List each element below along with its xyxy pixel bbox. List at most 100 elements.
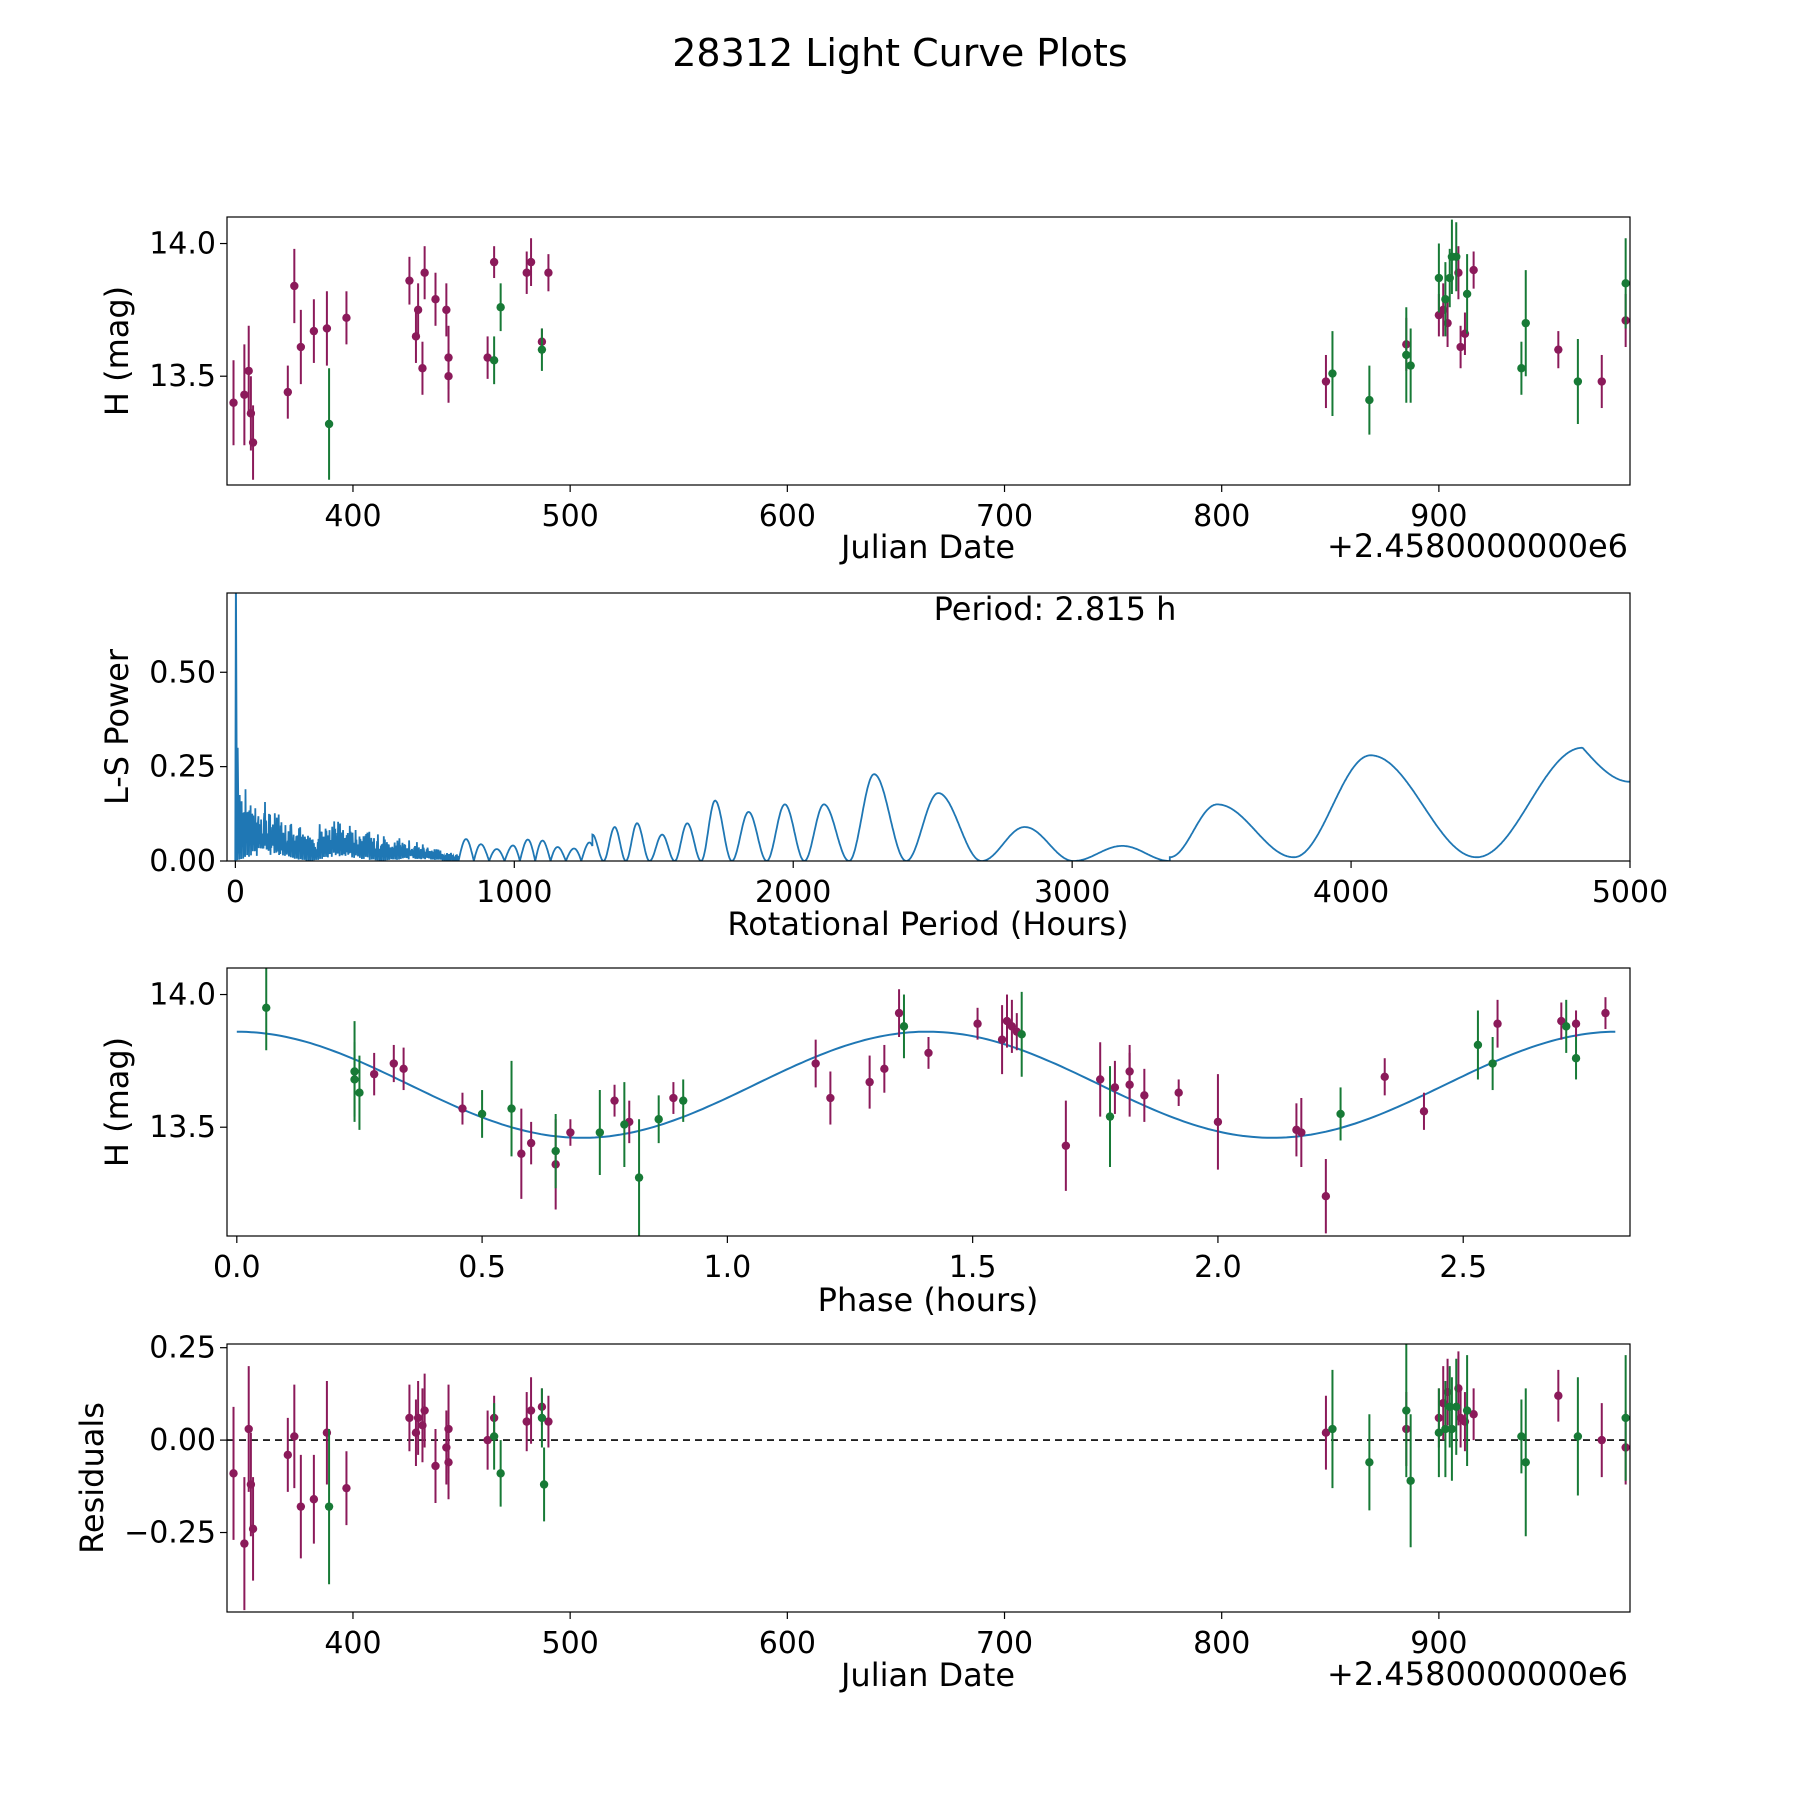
data-point	[1328, 1424, 1337, 1434]
data-point	[458, 1104, 467, 1113]
y-tick-label: 14.0	[149, 227, 216, 262]
phased-y-label: H (mag)	[98, 1037, 136, 1167]
data-point	[1406, 361, 1415, 370]
data-point	[405, 1413, 414, 1423]
data-point	[350, 1075, 359, 1084]
data-point	[1456, 342, 1465, 352]
data-point	[1336, 1109, 1345, 1119]
data-point	[1213, 1117, 1223, 1127]
data-point	[1365, 1458, 1374, 1467]
data-point	[526, 1406, 536, 1415]
data-point	[1488, 1059, 1497, 1068]
x-tick-label: 3000	[1034, 875, 1110, 910]
lightcurve-y-label: H (mag)	[98, 286, 136, 416]
data-point	[399, 1064, 408, 1074]
data-point	[1571, 1054, 1581, 1063]
data-point	[1125, 1080, 1134, 1089]
data-point	[1462, 1406, 1472, 1415]
lightcurve-x-label: Julian Date	[839, 528, 1015, 566]
x-tick-label: 0.5	[458, 1250, 506, 1285]
data-point	[262, 1003, 271, 1013]
data-point	[1402, 350, 1411, 360]
data-point	[595, 1128, 605, 1137]
data-point	[413, 305, 423, 315]
data-point	[537, 1413, 547, 1423]
periodogram-panel: 0 1000 2000 3000 4000 5000 0.00 0.25 0.50 Period…	[98, 590, 1668, 943]
data-point	[1441, 295, 1450, 304]
data-point	[1328, 369, 1337, 378]
data-point	[1517, 1432, 1526, 1441]
data-point	[544, 1417, 553, 1426]
x-tick-label: 800	[1193, 499, 1250, 534]
data-point	[489, 1432, 499, 1441]
data-point	[507, 1104, 516, 1113]
data-point	[342, 1483, 351, 1493]
lightcurve-panel: 400 500 600 700 800 900 13.5 14.0 Julian Date H…	[98, 216, 1631, 566]
data-point	[865, 1077, 874, 1087]
y-tick-label: 14.0	[149, 978, 216, 1013]
data-point	[324, 419, 334, 429]
data-point	[1517, 364, 1526, 373]
data-point	[489, 257, 499, 267]
data-point	[496, 303, 505, 312]
data-point	[444, 1458, 453, 1467]
x-tick-label: 700	[976, 499, 1033, 534]
data-point	[1601, 1008, 1610, 1018]
x-tick-label: 700	[976, 1626, 1033, 1661]
data-point	[1402, 1406, 1411, 1415]
data-point	[229, 398, 238, 407]
data-point	[679, 1096, 688, 1105]
data-point	[654, 1115, 663, 1124]
data-point	[369, 1069, 379, 1079]
data-point	[539, 1480, 549, 1489]
data-point	[405, 276, 414, 285]
x-tick-label: 600	[759, 1626, 816, 1661]
data-point	[1365, 395, 1374, 405]
data-point	[431, 295, 440, 304]
data-point	[899, 1022, 909, 1031]
data-point	[1321, 1191, 1331, 1201]
data-point	[566, 1128, 575, 1137]
residuals-marks	[227, 1344, 1630, 1611]
data-point	[1562, 1022, 1571, 1031]
data-point	[248, 1524, 258, 1534]
periodogram-marks	[234, 593, 1630, 861]
x-tick-label: 2.5	[1439, 1250, 1487, 1285]
x-tick-label: 0.0	[213, 1250, 261, 1285]
data-point	[1002, 1016, 1012, 1026]
data-point	[1105, 1112, 1115, 1121]
y-tick-label: 0.25	[149, 750, 216, 785]
data-point	[1061, 1141, 1071, 1150]
data-point	[1017, 1030, 1026, 1039]
data-point	[880, 1064, 889, 1074]
residuals-panel: 400 500 600 700 800 900 −0.25 0.00 0.25 Julian D…	[73, 1331, 1631, 1694]
data-point	[1419, 1107, 1429, 1116]
data-point	[290, 281, 299, 291]
periodogram-plot-area	[234, 593, 1630, 861]
lightcurve-ticks: 400 500 600 700 800 900 13.5 14.0	[149, 227, 1467, 534]
lightcurve-x-offset: +2.4580000000e6	[1327, 527, 1628, 565]
data-point	[1174, 1088, 1183, 1097]
data-point	[1321, 377, 1331, 386]
phased-plot-area	[236, 968, 1616, 1236]
x-tick-label: 900	[1410, 1626, 1467, 1661]
data-point	[1473, 1040, 1483, 1050]
data-point	[973, 1019, 982, 1028]
y-tick-label: 13.5	[149, 1110, 216, 1145]
y-tick-label: −0.25	[124, 1516, 216, 1551]
figure-title: 28312 Light Curve Plots	[672, 31, 1127, 75]
data-point	[1434, 273, 1444, 283]
data-point	[517, 1149, 526, 1158]
power-spike	[234, 593, 240, 861]
data-point	[296, 342, 306, 352]
data-point	[1095, 1075, 1105, 1084]
data-point	[324, 1502, 334, 1511]
data-point	[431, 1461, 440, 1471]
data-point	[244, 366, 253, 376]
data-point	[296, 1502, 306, 1511]
data-point	[283, 1450, 293, 1460]
data-point	[1380, 1072, 1389, 1081]
residuals-x-offset: +2.4580000000e6	[1327, 1655, 1628, 1693]
residuals-ticks: 400 500 600 700 800 900 −0.25 0.00 0.25	[124, 1331, 1467, 1661]
